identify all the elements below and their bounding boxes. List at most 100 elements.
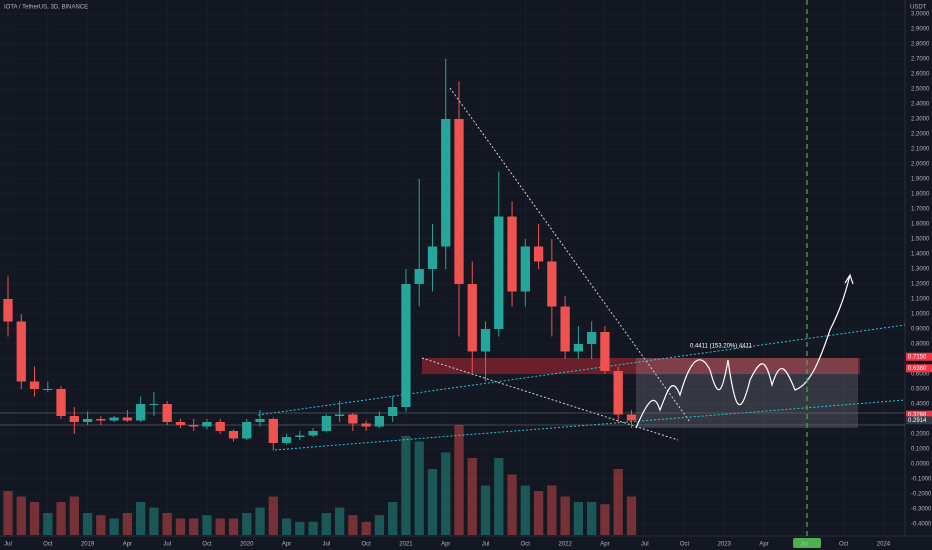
price-tag	[906, 364, 932, 373]
y-tick-label: -0.3000	[911, 507, 932, 513]
volume-bar	[268, 496, 278, 535]
x-tick-label: 2021	[399, 542, 413, 548]
candle-body	[43, 389, 53, 390]
y-tick-label: 3.0000	[911, 12, 930, 18]
y-tick-label: 2.0000	[911, 162, 930, 168]
volume-bar	[334, 507, 345, 535]
y-tick-label: 0.8000	[911, 342, 930, 348]
y-tick-label: -0.1000	[911, 477, 932, 483]
trend-line	[421, 357, 679, 441]
date-marker-box	[793, 538, 821, 548]
volume-bar	[56, 502, 66, 535]
price-tag	[906, 352, 932, 361]
y-tick-label: 1.7000	[911, 207, 930, 213]
price-tag-label: 0.2914	[908, 418, 927, 424]
y-tick-label: 1.8000	[911, 192, 930, 198]
y-tick-label: 1.1000	[911, 297, 930, 303]
volume-bar	[321, 513, 331, 535]
candle-body	[348, 414, 358, 424]
volume-bar	[441, 452, 451, 535]
candle-body	[321, 416, 331, 431]
y-tick-label: 1.6000	[911, 222, 930, 228]
projection-path	[635, 274, 851, 429]
y-tick-label: 0.0000	[911, 462, 930, 468]
volume-bar	[520, 485, 530, 535]
y-tick-label: 0.6000	[911, 372, 930, 378]
x-tick-label: Apr	[759, 542, 768, 548]
candle-body	[308, 431, 318, 436]
x-tick-label: Oct	[202, 542, 212, 548]
y-tick-label: 2.7000	[911, 57, 930, 63]
volume-bar	[3, 491, 13, 535]
y-tick-label: 2.3000	[911, 117, 930, 123]
candles	[3, 59, 637, 451]
volume-bar	[374, 515, 385, 535]
drawings	[0, 0, 906, 548]
volume-bar	[533, 491, 544, 535]
candle-body	[56, 389, 66, 416]
candle-body	[520, 246, 530, 292]
volume-bar	[242, 513, 252, 535]
candle-body	[149, 404, 159, 405]
x-tick-label: Jul	[482, 542, 490, 548]
x-tick-label: Jul	[641, 542, 649, 548]
y-tick-label: 1.5000	[911, 237, 930, 243]
y-tick-label: 2.8000	[911, 42, 930, 48]
candle-body	[374, 416, 385, 427]
x-tick-label: 2020	[240, 542, 254, 548]
candle-body	[547, 261, 557, 307]
y-tick-label: 1.0000	[911, 312, 930, 318]
candle-body	[600, 332, 610, 371]
arrow-head	[844, 273, 854, 285]
measure-label: 0.4411 (153.20%) 4411	[690, 344, 752, 350]
volume-bar	[175, 518, 186, 535]
volume-bar	[136, 502, 146, 535]
x-tick-label: Oct	[521, 542, 531, 548]
volume-bar	[162, 513, 172, 535]
grid	[0, 0, 905, 536]
price-tag-label: 0.3288	[908, 412, 927, 418]
candle-body	[109, 417, 119, 421]
y-tick-label: 2.1000	[911, 147, 930, 153]
x-tick-label: Apr	[441, 542, 450, 548]
volume-bar	[348, 515, 358, 535]
candle-body	[427, 246, 438, 269]
candle-body	[281, 437, 292, 443]
candle-body	[480, 329, 491, 352]
volume-bar	[414, 441, 424, 535]
volume-bar	[308, 521, 318, 535]
volume-bar	[189, 518, 199, 535]
candle-body	[175, 422, 186, 425]
y-tick-label: -0.4000	[911, 522, 932, 528]
candle-body	[69, 416, 79, 422]
trend-line	[449, 87, 691, 423]
candle-body	[494, 216, 504, 329]
candle-body	[189, 425, 199, 427]
y-tick-label: 1.4000	[911, 252, 930, 258]
y-tick-label: 0.1000	[911, 447, 930, 453]
candle-body	[613, 371, 623, 415]
x-tick-label: Apr	[600, 542, 609, 548]
y-tick-label: 0.2000	[911, 432, 930, 438]
volume-bar	[427, 469, 438, 535]
x-tick-label: Jul	[163, 542, 171, 548]
volume-bar	[587, 502, 597, 535]
volume-bar	[613, 469, 623, 535]
volume-bar	[388, 502, 398, 535]
candle-body	[626, 414, 637, 421]
x-tick-label: Apr	[123, 542, 132, 548]
volume-bar	[281, 518, 292, 535]
candle-body	[82, 419, 93, 422]
volume-bar	[43, 513, 53, 535]
candle-body	[587, 332, 597, 344]
candle-body	[268, 419, 278, 443]
candle-body	[136, 404, 146, 421]
volume-bar	[122, 513, 133, 535]
candle-body	[401, 284, 411, 407]
volume-bar	[454, 425, 464, 535]
y-tick-label: 2.9000	[911, 27, 930, 33]
candle-body	[29, 381, 40, 389]
volume-bar	[626, 496, 637, 535]
